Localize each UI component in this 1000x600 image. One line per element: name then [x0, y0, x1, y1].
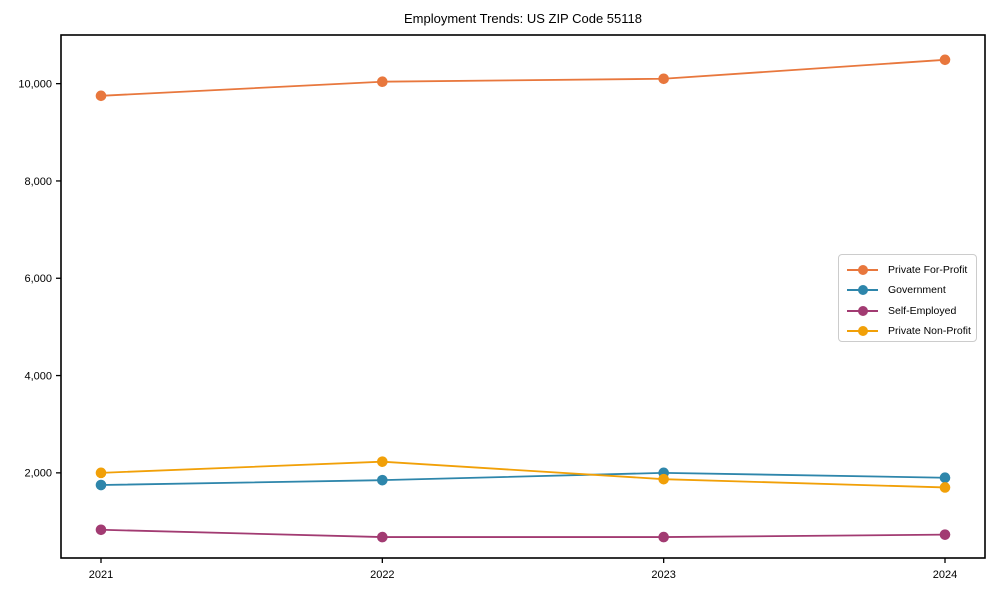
x-tick-label: 2024 [933, 569, 957, 581]
legend: Private For-Profit Government Self-Employe… [838, 254, 977, 342]
data-point-self-employed-2021 [95, 524, 107, 536]
data-point-private-for-profit-2024 [939, 54, 951, 66]
series-line-private-for-profit [100, 58, 946, 97]
series-line-self-employed [100, 528, 946, 538]
data-point-government-2024 [939, 472, 951, 484]
legend-item-self-employed: Self-Employed [839, 301, 976, 321]
x-tick-label: 2022 [370, 569, 394, 581]
plot-frame [60, 34, 986, 559]
data-point-private-for-profit-2022 [377, 76, 388, 88]
legend-line-marker-icon [847, 325, 878, 336]
legend-label: Private For-Profit [888, 264, 968, 277]
legend-line-marker-icon [847, 285, 878, 296]
legend-line-marker-icon [847, 265, 878, 276]
x-tick-label: 2023 [651, 569, 675, 581]
series-line-government [100, 471, 946, 486]
data-point-government-2021 [95, 479, 107, 491]
data-point-self-employed-2024 [939, 529, 951, 540]
data-point-government-2022 [377, 474, 388, 486]
legend-item-private-for-profit: Private For-Profit [839, 260, 976, 280]
data-point-private-non-profit-2021 [95, 467, 107, 479]
x-tick-label: 2021 [89, 569, 113, 581]
y-tick-label: 2,000 [24, 468, 52, 480]
series-line-private-non-profit [100, 460, 946, 489]
data-point-self-employed-2023 [658, 531, 669, 543]
data-point-private-for-profit-2023 [658, 73, 669, 85]
legend-label: Private Non-Profit [888, 324, 971, 337]
legend-item-private-non-profit: Private Non-Profit [839, 321, 976, 341]
legend-line-marker-icon [847, 305, 878, 316]
y-tick-label: 4,000 [24, 370, 52, 382]
y-tick-label: 10,000 [18, 78, 52, 90]
y-tick-label: 6,000 [24, 273, 52, 285]
data-point-private-non-profit-2023 [658, 473, 669, 485]
data-point-private-non-profit-2022 [377, 456, 388, 467]
legend-label: Self-Employed [888, 304, 957, 317]
chart-title: Employment Trends: US ZIP Code 55118 [404, 11, 642, 26]
data-point-private-for-profit-2021 [95, 90, 107, 102]
data-point-private-non-profit-2024 [939, 482, 951, 493]
legend-item-government: Government [839, 280, 976, 300]
legend-label: Government [888, 284, 946, 297]
y-tick-label: 8,000 [24, 176, 52, 188]
data-point-self-employed-2022 [377, 531, 388, 543]
